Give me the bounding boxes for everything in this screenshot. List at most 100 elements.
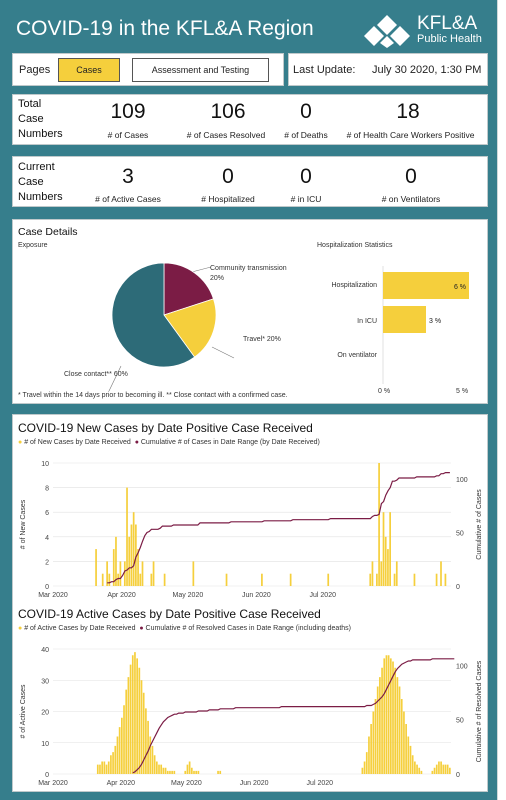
tab-cases[interactable]: Cases xyxy=(58,58,120,82)
hospitalized-value: 0 xyxy=(222,165,234,188)
bar xyxy=(142,692,145,774)
active-cases-legend: ● # of Active Cases by Date Received ● C… xyxy=(18,625,351,632)
y-axis-label: # of Active Cases xyxy=(20,684,27,739)
bar xyxy=(162,767,165,774)
bar xyxy=(105,764,108,774)
bar xyxy=(193,770,195,774)
legend-line-marker-2: ● xyxy=(139,625,144,632)
bar xyxy=(225,573,228,586)
deaths-label: # of Deaths xyxy=(284,130,328,140)
x-tick-label: Jul 2020 xyxy=(307,780,334,787)
kfla-logo: KFL&A Public Health xyxy=(362,14,492,48)
bar xyxy=(380,561,383,586)
bar xyxy=(442,764,445,774)
bar xyxy=(369,573,372,586)
bar xyxy=(95,549,97,586)
tab-assessment-testing[interactable]: Assessment and Testing xyxy=(132,58,269,82)
time-series-panel: COVID-19 New Cases by Date Positive Case… xyxy=(12,414,488,792)
bar xyxy=(115,536,117,586)
bar xyxy=(132,512,135,586)
total-case-numbers-panel: Total Case Numbers 109 # of Cases 106 # … xyxy=(12,94,488,145)
ventilators-label: # on Ventilators xyxy=(381,194,441,204)
cumulative-line xyxy=(132,658,455,774)
bar xyxy=(145,708,147,774)
exposure-pie-chart xyxy=(108,262,235,392)
bar xyxy=(381,667,383,774)
active-cases-chart-title: COVID-19 Active Cases by Date Positive C… xyxy=(18,607,321,621)
resolved-cases-value: 106 xyxy=(210,100,246,123)
pie-label-community: Community transmission 20% xyxy=(210,265,287,282)
bar xyxy=(136,658,138,774)
bar xyxy=(107,761,110,774)
bar xyxy=(163,573,166,586)
y2-tick-label: 0 xyxy=(456,584,460,591)
bar xyxy=(444,764,447,774)
current-case-numbers-panel: Current Case Numbers 3 # of Active Cases… xyxy=(12,156,488,207)
active-cases-value: 3 xyxy=(122,165,134,188)
bar xyxy=(149,736,152,774)
bar xyxy=(449,767,451,774)
y2-axis-label: Cumulative # of Cases xyxy=(476,489,483,560)
bar xyxy=(127,677,130,774)
bar xyxy=(446,764,449,774)
bar xyxy=(131,655,134,774)
pages-panel: Pages Cases Assessment and Testing xyxy=(12,53,284,86)
new-cases-legend: ● # of New Cases by Date Received ● Cumu… xyxy=(18,439,320,446)
bar xyxy=(405,724,407,774)
bar xyxy=(101,761,103,774)
bar xyxy=(403,711,405,774)
pie-slice-2 xyxy=(111,262,196,368)
bar xyxy=(138,667,141,774)
bar xyxy=(394,667,397,774)
y2-tick-label: 50 xyxy=(456,531,464,538)
bar xyxy=(363,761,366,774)
bar xyxy=(411,755,414,774)
hcw-positive-value: 18 xyxy=(396,100,420,123)
bar xyxy=(128,536,131,586)
bar xyxy=(387,549,389,586)
bar xyxy=(407,736,410,774)
bar xyxy=(389,658,392,774)
total-row-label: Total Case Numbers xyxy=(18,98,63,140)
hospitalization-stats-title: Hospitalization Statistics xyxy=(317,242,393,249)
last-update-value: July 30 2020, 1:30 PM xyxy=(372,64,482,76)
icu-label: # in ICU xyxy=(290,194,322,204)
bar xyxy=(376,686,379,774)
bar xyxy=(114,745,117,774)
bar xyxy=(378,463,380,586)
x-tick-label: May 2020 xyxy=(171,780,202,787)
bar xyxy=(420,770,423,774)
hospitalization-bar-chart: 6 % 3 % xyxy=(382,266,469,384)
y-tick-label: 0 xyxy=(45,584,49,591)
bar xyxy=(160,764,163,774)
bar xyxy=(101,573,104,586)
logo-name: KFL&A xyxy=(417,13,478,34)
hosp-tick-0: 0 % xyxy=(378,388,391,395)
bar xyxy=(217,770,219,774)
bar xyxy=(188,761,191,774)
bar xyxy=(395,561,398,586)
new-cases-chart-title: COVID-19 New Cases by Date Positive Case… xyxy=(18,421,313,435)
bar xyxy=(192,561,195,586)
legend-cumulative-cases: Cumulative # of Cases in Date Range (by … xyxy=(140,439,320,446)
y-axis-label: # of New Cases xyxy=(20,499,27,549)
bar xyxy=(140,680,143,774)
bar xyxy=(219,770,222,774)
bar xyxy=(444,573,447,586)
bar xyxy=(126,487,128,586)
bar xyxy=(435,573,438,586)
last-update-label: Last Update: xyxy=(293,64,356,76)
bar xyxy=(431,770,434,774)
bar xyxy=(289,573,292,586)
bar xyxy=(118,727,121,774)
bar xyxy=(155,761,158,774)
total-cases-value: 109 xyxy=(110,100,146,123)
bar xyxy=(120,717,123,774)
bar xyxy=(197,770,200,774)
y-tick-label: 40 xyxy=(41,647,49,654)
bar xyxy=(413,573,416,586)
bar xyxy=(400,699,403,774)
bar xyxy=(389,512,391,586)
bar xyxy=(125,689,128,774)
